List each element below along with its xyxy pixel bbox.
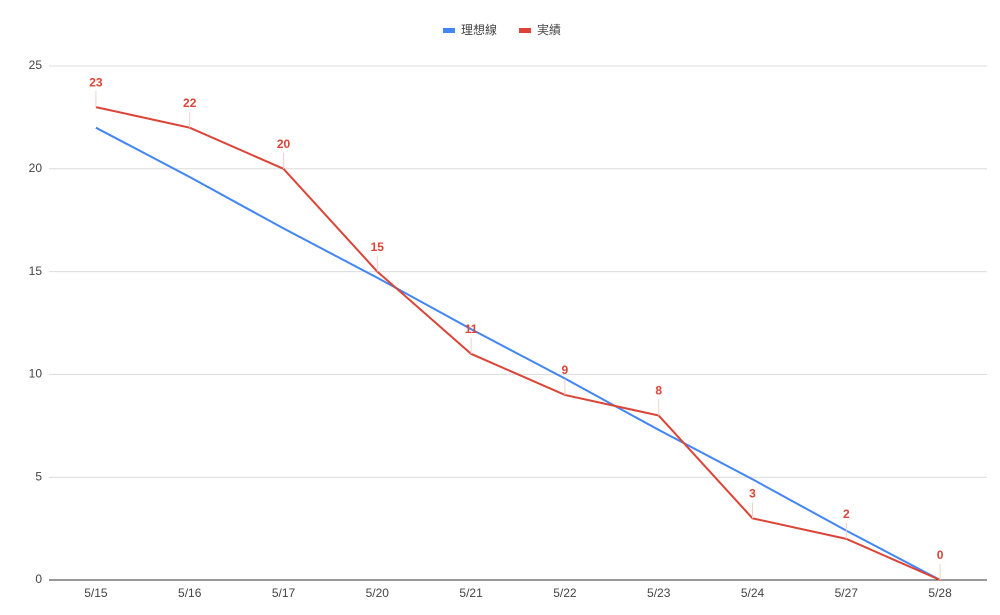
x-tick-label: 5/28 [928,586,952,600]
data-label: 0 [937,548,944,562]
y-tick-label: 25 [29,58,43,72]
y-tick-label: 15 [29,264,43,278]
x-tick-label: 5/27 [835,586,859,600]
legend-swatch [443,28,455,33]
x-tick-label: 5/16 [178,586,202,600]
y-tick-label: 5 [35,469,42,483]
data-label: 2 [843,507,850,521]
y-tick-label: 20 [29,161,43,175]
data-label: 22 [183,96,197,110]
x-tick-label: 5/22 [553,586,577,600]
data-label: 8 [655,384,662,398]
x-tick-label: 5/15 [84,586,108,600]
data-label: 9 [562,363,569,377]
x-tick-label: 5/17 [272,586,296,600]
x-tick-label: 5/20 [366,586,390,600]
x-tick-label: 5/23 [647,586,671,600]
data-label: 15 [371,240,385,254]
data-label: 3 [749,486,756,500]
series-line [95,126,941,581]
data-label: 23 [89,75,103,89]
x-tick-label: 5/24 [741,586,765,600]
legend-label: 理想線 [461,22,497,37]
data-label: 20 [277,137,291,151]
legend-label: 実績 [537,22,561,37]
data-label: 11 [465,322,478,336]
legend-swatch [519,28,532,33]
x-tick-label: 5/21 [459,586,483,600]
series-line [95,106,941,581]
y-tick-label: 10 [29,367,43,381]
y-tick-label: 0 [35,572,42,586]
